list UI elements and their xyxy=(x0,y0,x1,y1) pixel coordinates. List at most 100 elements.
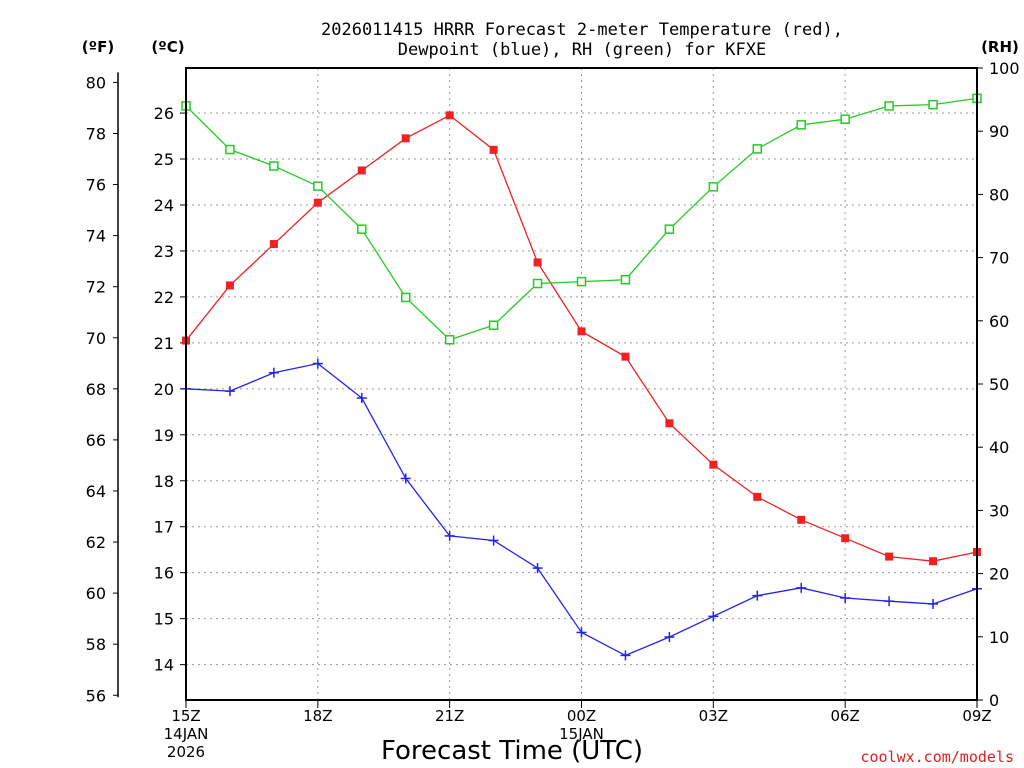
rh-point xyxy=(357,224,367,234)
celsius-tick-label: 14 xyxy=(154,656,174,675)
celsius-tick-label: 17 xyxy=(154,518,174,537)
temperature-point xyxy=(929,557,938,566)
x-tick-label: 14JAN xyxy=(164,725,209,743)
fahrenheit-tick-label: 72 xyxy=(86,278,106,297)
data-series xyxy=(181,93,982,661)
celsius-tick-label: 19 xyxy=(154,426,174,445)
fahrenheit-tick-label: 58 xyxy=(86,635,106,654)
dewpoint-point xyxy=(620,650,631,661)
chart-title-line-1: 2026011415 HRRR Forecast 2-meter Tempera… xyxy=(321,20,843,40)
fahrenheit-tick-label: 66 xyxy=(86,431,106,450)
celsius-tick-label: 15 xyxy=(154,610,174,629)
temperature-point xyxy=(225,281,234,290)
fahrenheit-tick-label: 56 xyxy=(86,686,106,705)
temperature-point xyxy=(489,145,498,154)
rh-axis: 0 10 20 30 40 50 60 70 80 90 100 xyxy=(977,59,1020,710)
rh-point xyxy=(313,181,323,191)
fahrenheit-tick-label: 68 xyxy=(86,380,106,399)
fahrenheit-tick-label: 62 xyxy=(86,533,106,552)
temperature-point xyxy=(445,111,454,120)
dewpoint-point xyxy=(444,530,455,541)
rh-point xyxy=(840,114,850,124)
x-tick-label: 18Z xyxy=(303,707,332,725)
dewpoint-point xyxy=(312,358,323,369)
temperature-point xyxy=(797,515,806,524)
dewpoint-point xyxy=(796,582,807,593)
rh-point xyxy=(576,276,587,287)
dewpoint-point xyxy=(400,473,411,484)
dewpoint-point xyxy=(576,627,587,638)
temperature-point xyxy=(357,166,366,175)
fahrenheit-tick-label: 74 xyxy=(86,227,106,246)
credit-link[interactable]: coolwx.com/models xyxy=(860,748,1014,766)
celsius-tick-label: 16 xyxy=(154,564,174,583)
temperature-point xyxy=(665,419,674,428)
rh-tick-label: 70 xyxy=(989,249,1009,268)
temperature-point xyxy=(709,460,718,469)
rh-point xyxy=(400,292,411,303)
rh-point xyxy=(488,320,499,330)
dewpoint-point xyxy=(928,598,939,609)
rh-point xyxy=(796,120,806,130)
celsius-tick-label: 21 xyxy=(154,334,174,353)
temperature-point xyxy=(621,352,630,361)
rh-point xyxy=(444,335,455,345)
chart-title: 2026011415 HRRR Forecast 2-meter Tempera… xyxy=(321,20,843,60)
x-tick-label: 21Z xyxy=(435,707,464,725)
rh-point xyxy=(884,101,894,111)
dewpoint-point xyxy=(532,563,543,574)
fahrenheit-unit-label: (ºF) xyxy=(82,38,114,56)
rh-point xyxy=(664,224,675,234)
x-tick-label: 2026 xyxy=(167,743,205,761)
fahrenheit-tick-label: 80 xyxy=(86,73,106,92)
rh-point xyxy=(532,278,543,289)
celsius-tick-label: 25 xyxy=(154,150,174,169)
x-axis-label: Forecast Time (UTC) xyxy=(381,736,643,766)
rh-tick-label: 40 xyxy=(989,438,1009,457)
celsius-tick-label: 23 xyxy=(154,242,174,261)
x-tick-label: 15JAN xyxy=(559,725,604,743)
fahrenheit-tick-label: 64 xyxy=(86,482,106,501)
fahrenheit-axis: 56 58 60 62 64 66 68 70 72 74 76 78 80 xyxy=(86,72,119,705)
dewpoint-point xyxy=(884,596,895,607)
dewpoint-point xyxy=(356,393,367,404)
celsius-tick-label: 18 xyxy=(154,472,174,491)
rh-tick-label: 0 xyxy=(989,691,999,710)
temperature-point xyxy=(577,327,586,336)
x-tick-label: 03Z xyxy=(699,707,728,725)
rh-tick-label: 30 xyxy=(989,501,1009,520)
celsius-tick-label: 22 xyxy=(154,288,174,307)
celsius-tick-label: 26 xyxy=(154,104,174,123)
temperature-point xyxy=(269,240,278,249)
dewpoint-point xyxy=(488,535,499,546)
rh-tick-label: 80 xyxy=(989,185,1009,204)
rh-tick-label: 90 xyxy=(989,122,1009,141)
series-line-dewpoint xyxy=(185,362,978,657)
rh-point xyxy=(928,99,938,110)
rh-point xyxy=(620,274,631,285)
x-tick-label: 15Z xyxy=(171,707,200,725)
rh-tick-label: 100 xyxy=(989,59,1020,78)
fahrenheit-tick-label: 70 xyxy=(86,329,106,348)
x-tick-label: 06Z xyxy=(830,707,859,725)
rh-point xyxy=(225,144,235,155)
chart-title-line-2: Dewpoint (blue), RH (green) for KFXE xyxy=(398,40,766,60)
rh-tick-label: 60 xyxy=(989,312,1009,331)
rh-unit-label: (RH) xyxy=(981,38,1019,56)
temperature-point xyxy=(533,258,542,267)
temperature-point xyxy=(401,134,410,143)
fahrenheit-tick-label: 76 xyxy=(86,176,106,195)
rh-tick-label: 20 xyxy=(989,565,1009,584)
temperature-point xyxy=(841,534,850,543)
rh-tick-label: 50 xyxy=(989,375,1009,394)
dewpoint-point xyxy=(708,611,719,622)
x-tick-label: 09Z xyxy=(962,707,991,725)
celsius-tick-label: 20 xyxy=(154,380,174,399)
temperature-point xyxy=(885,552,894,561)
fahrenheit-tick-label: 60 xyxy=(86,584,106,603)
dewpoint-point xyxy=(840,592,851,603)
temperature-point xyxy=(753,492,762,501)
x-tick-label: 00Z xyxy=(567,707,596,725)
